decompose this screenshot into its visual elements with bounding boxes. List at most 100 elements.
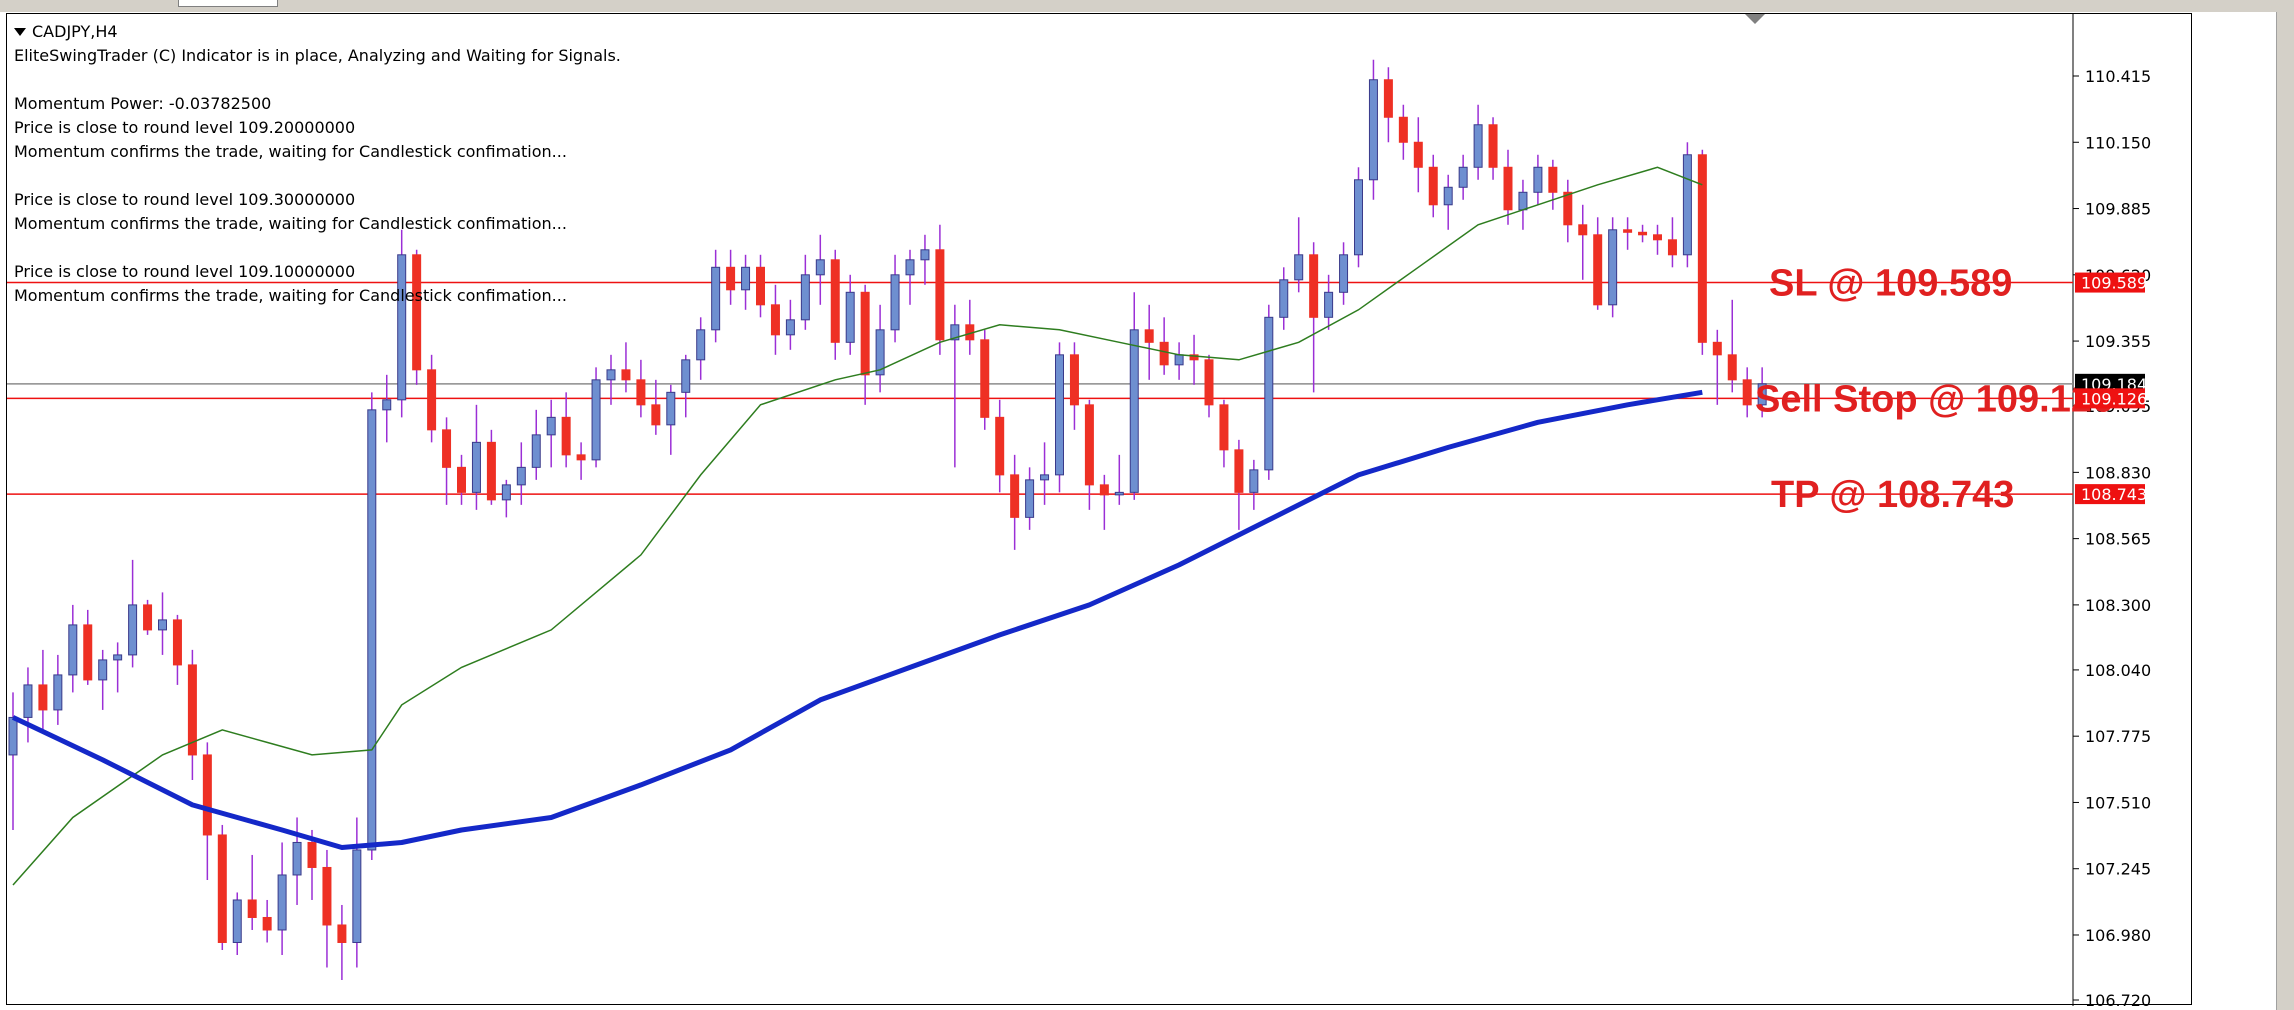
sl-annotation: SL @ 109.589 xyxy=(1769,263,2012,305)
bull-candle xyxy=(352,849,362,943)
bull-candle xyxy=(516,466,526,486)
collapse-arrow-icon[interactable] xyxy=(14,28,26,36)
bear-candle xyxy=(1742,379,1752,406)
symbol-title[interactable]: CADJPY,H4 xyxy=(14,20,621,44)
candlestick-chart[interactable]: 110.415110.150109.885109.620109.355109.0… xyxy=(7,14,2193,1006)
bear-candle xyxy=(1667,239,1677,256)
tp-annotation: TP @ 108.743 xyxy=(1771,474,2014,516)
bear-candle xyxy=(442,429,452,468)
bull-candle xyxy=(1473,124,1483,168)
bull-candle xyxy=(666,391,676,426)
bear-candle xyxy=(636,379,646,406)
bull-candle xyxy=(681,359,691,393)
confirm-line-3: Momentum confirms the trade, waiting for… xyxy=(14,286,567,305)
y-tick-label: 108.040 xyxy=(2085,661,2151,680)
bull-candle xyxy=(1279,279,1289,318)
bull-candle xyxy=(1443,186,1453,206)
tp-price-tag-bg xyxy=(2075,484,2145,505)
indicator-status: EliteSwingTrader (C) Indicator is in pla… xyxy=(14,46,621,65)
bull-candle xyxy=(845,291,855,343)
bull-candle xyxy=(591,379,601,461)
bear-candle xyxy=(1428,166,1438,206)
bear-candle xyxy=(1069,354,1079,406)
bull-candle xyxy=(1339,254,1349,293)
bear-candle xyxy=(1548,166,1558,193)
y-tick-label: 109.355 xyxy=(2085,332,2151,351)
sl-price-tag: 109.589 xyxy=(2081,274,2147,293)
bull-candle xyxy=(1025,479,1035,518)
bull-candle xyxy=(1518,191,1528,211)
bear-candle xyxy=(1010,474,1020,518)
bear-candle xyxy=(262,916,272,931)
bear-candle xyxy=(1578,224,1588,236)
bull-candle xyxy=(711,266,721,331)
bear-candle xyxy=(307,841,317,868)
bull-candle xyxy=(815,259,825,276)
bear-candle xyxy=(1623,229,1633,233)
bull-candle xyxy=(382,399,392,411)
confirm-line-1: Momentum confirms the trade, waiting for… xyxy=(14,142,567,161)
bull-candle xyxy=(501,484,511,501)
chart-area[interactable]: 110.415110.150109.885109.620109.355109.0… xyxy=(6,13,2193,1006)
bull-candle xyxy=(800,274,810,321)
bear-candle xyxy=(1234,449,1244,493)
bear-candle xyxy=(621,369,631,381)
bear-candle xyxy=(337,924,347,943)
bear-candle xyxy=(651,404,661,426)
bull-candle xyxy=(546,416,556,436)
bull-candle xyxy=(277,874,287,931)
bear-candle xyxy=(83,624,93,681)
bear-candle xyxy=(1309,254,1319,318)
bear-candle xyxy=(995,416,1005,476)
bull-candle xyxy=(890,274,900,331)
bull-candle xyxy=(53,674,63,711)
bear-candle xyxy=(860,291,870,376)
chart-shift-marker-icon xyxy=(1745,14,1765,24)
bull-candle xyxy=(113,654,123,661)
bear-candle xyxy=(427,369,437,431)
y-tick-label: 108.300 xyxy=(2085,596,2151,615)
round-level-line-1: Price is close to round level 109.200000… xyxy=(14,118,356,137)
bull-candle xyxy=(606,369,616,381)
tp-price-tag: 108.743 xyxy=(2081,485,2147,504)
bull-candle xyxy=(531,434,541,468)
bear-candle xyxy=(1697,154,1707,343)
bear-candle xyxy=(1219,404,1229,451)
sell-stop-price-tag-bg xyxy=(2075,388,2145,409)
bear-candle xyxy=(561,416,571,456)
bull-candle xyxy=(905,259,915,276)
bear-candle xyxy=(1727,354,1737,381)
y-tick-label: 109.885 xyxy=(2085,200,2151,219)
y-tick-label: 110.150 xyxy=(2085,133,2151,152)
bull-candle xyxy=(471,441,481,493)
bear-candle xyxy=(217,834,227,943)
bull-candle xyxy=(1368,79,1378,181)
y-tick-label: 106.980 xyxy=(2085,926,2151,945)
chart-tab-edge[interactable] xyxy=(178,0,278,7)
sell-stop-annotation: Sell Stop @ 109.126 xyxy=(1755,378,2113,420)
bull-candle xyxy=(158,619,167,631)
round-level-line-3: Price is close to round level 109.100000… xyxy=(14,262,356,281)
y-tick-label: 107.775 xyxy=(2085,727,2151,746)
bull-candle xyxy=(696,329,706,361)
y-tick-label: 108.565 xyxy=(2085,530,2151,549)
bull-candle xyxy=(367,409,377,851)
bull-candle xyxy=(68,624,78,676)
bear-candle xyxy=(1383,79,1393,118)
bull-candle xyxy=(1294,254,1304,281)
bear-candle xyxy=(1563,191,1573,226)
bear-candle xyxy=(726,266,736,291)
bear-candle xyxy=(172,619,182,666)
bear-candle xyxy=(756,266,765,306)
bear-candle xyxy=(1144,329,1154,343)
y-tick-label: 107.245 xyxy=(2085,860,2151,879)
bear-candle xyxy=(1159,341,1169,366)
bear-candle xyxy=(1488,124,1498,168)
bull-candle xyxy=(292,841,302,876)
bear-candle xyxy=(143,604,153,631)
symbol-timeframe: CADJPY,H4 xyxy=(32,22,118,41)
bull-candle xyxy=(875,329,885,376)
y-tick-label: 107.510 xyxy=(2085,793,2151,812)
bear-candle xyxy=(935,249,945,341)
bull-candle xyxy=(1174,354,1184,366)
